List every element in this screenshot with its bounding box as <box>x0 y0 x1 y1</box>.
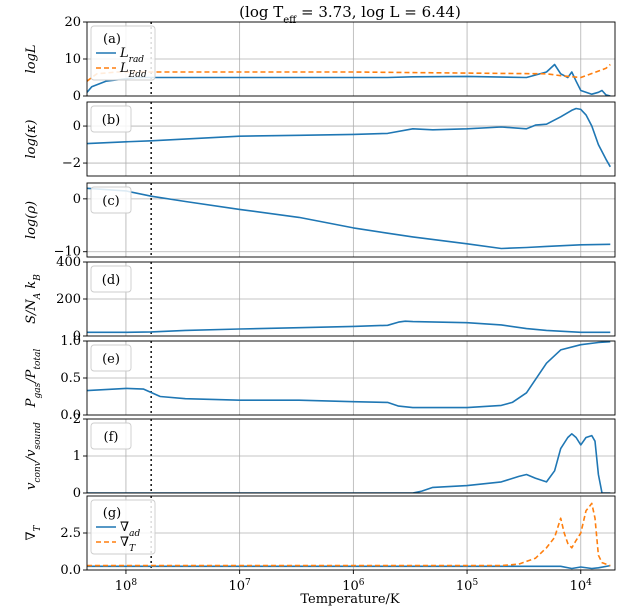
legend-box <box>90 25 156 81</box>
series-group <box>87 107 611 168</box>
legend-label: Lrad <box>119 46 144 65</box>
panel-frame <box>86 101 616 177</box>
y-axis-label: log(κ) <box>24 120 39 159</box>
panel-letter-box <box>90 422 132 450</box>
x-axis-ticks: 108 107 106 105 104 <box>115 570 592 594</box>
series-line-log_kappa <box>87 107 611 168</box>
x-tick-label: 108 <box>115 578 138 594</box>
series-group <box>87 187 611 250</box>
panel-frame <box>86 495 616 571</box>
panel-letter-box <box>90 344 132 372</box>
y-axis-label: Pgas/Ptotal <box>24 349 43 409</box>
panel-f: 0 1 2 vconv/vsound (f) <box>24 412 616 501</box>
y-tick-label: −10 <box>54 245 81 260</box>
panel-letter: (c) <box>102 194 119 209</box>
panel-frame <box>86 261 616 337</box>
y-tick-label: 0 <box>73 89 81 104</box>
x-tick-label: 106 <box>342 578 365 594</box>
legend-label: LEdd <box>119 61 147 80</box>
y-tick-label: 10 <box>64 52 81 67</box>
x-tick-label: 104 <box>570 578 593 594</box>
panel-e: 0.0 0.5 1.0 Pgas/Ptotal (e) <box>24 334 616 423</box>
panel-letter-box <box>90 265 132 293</box>
series-group <box>87 433 611 493</box>
y-tick-label: 0 <box>73 486 81 501</box>
panel-frame <box>86 340 616 416</box>
y-tick-label: −2 <box>62 156 81 171</box>
chart-title: (log Teff = 3.73, log L = 6.44) <box>239 3 461 26</box>
panel-letter-box <box>90 186 132 214</box>
x-tick-label: 105 <box>456 578 479 594</box>
panel-letter: (f) <box>104 430 119 445</box>
panel-letter: (d) <box>102 273 120 288</box>
series-group <box>87 63 611 96</box>
y-tick-label: 1 <box>73 449 81 464</box>
legend-label: ∇T <box>120 535 136 554</box>
panel-d: 0 200 400 S/NA kB (d) <box>24 255 616 344</box>
y-tick-label: 1.0 <box>60 334 81 349</box>
x-axis-label: Temperature/K <box>300 592 400 607</box>
series-line-beta <box>87 341 611 409</box>
legend-label: ∇ad <box>120 520 140 539</box>
panel-c: −10 0 log(ρ) (c) <box>24 182 616 260</box>
series-line-nabla_ad <box>87 564 611 570</box>
y-axis-label: vconv/vsound <box>24 422 43 490</box>
y-tick-label: 20 <box>64 15 81 30</box>
y-tick-label: 0.0 <box>60 563 81 578</box>
series-line-entropy <box>87 320 611 334</box>
panel-letter-box <box>90 105 132 133</box>
series-line-L_Edd <box>87 63 611 82</box>
series-line-mach <box>87 433 611 493</box>
y-tick-label: 0 <box>73 329 81 344</box>
panel-frame <box>86 418 616 494</box>
y-tick-label: 0 <box>73 192 81 207</box>
y-tick-label: 200 <box>56 292 81 307</box>
y-tick-label: 2.5 <box>60 526 81 541</box>
y-axis-label: log(ρ) <box>24 201 39 239</box>
x-tick-label: 107 <box>229 578 252 594</box>
series-group <box>87 341 611 409</box>
y-tick-label: 2 <box>73 412 81 427</box>
panel-frame <box>86 21 616 97</box>
panel-g: 0.02.5∇T(g)∇ad∇T <box>24 495 616 578</box>
panel-letter: (e) <box>102 352 120 367</box>
series-line-log_rho <box>87 187 611 250</box>
y-tick-label: 0.5 <box>60 371 81 386</box>
legend-box <box>90 499 156 555</box>
y-axis-label: logL <box>24 45 39 74</box>
y-tick-label: 400 <box>56 255 81 270</box>
y-tick-label: 0 <box>73 119 81 134</box>
panel-letter: (b) <box>102 113 120 128</box>
y-axis-label: ∇T <box>24 524 43 540</box>
y-axis-label: S/NA kB <box>24 274 43 324</box>
series-line-L_rad <box>87 63 611 96</box>
y-tick-label: 0.0 <box>60 408 81 423</box>
panel-frame <box>86 182 616 258</box>
panel-letter: (a) <box>103 32 121 47</box>
panel-b: −2 0 log(κ) (b) <box>24 101 616 177</box>
series-line-nabla_T <box>87 502 611 567</box>
series-group <box>87 320 611 334</box>
series-group <box>87 502 611 570</box>
panel-letter: (g) <box>103 506 121 521</box>
